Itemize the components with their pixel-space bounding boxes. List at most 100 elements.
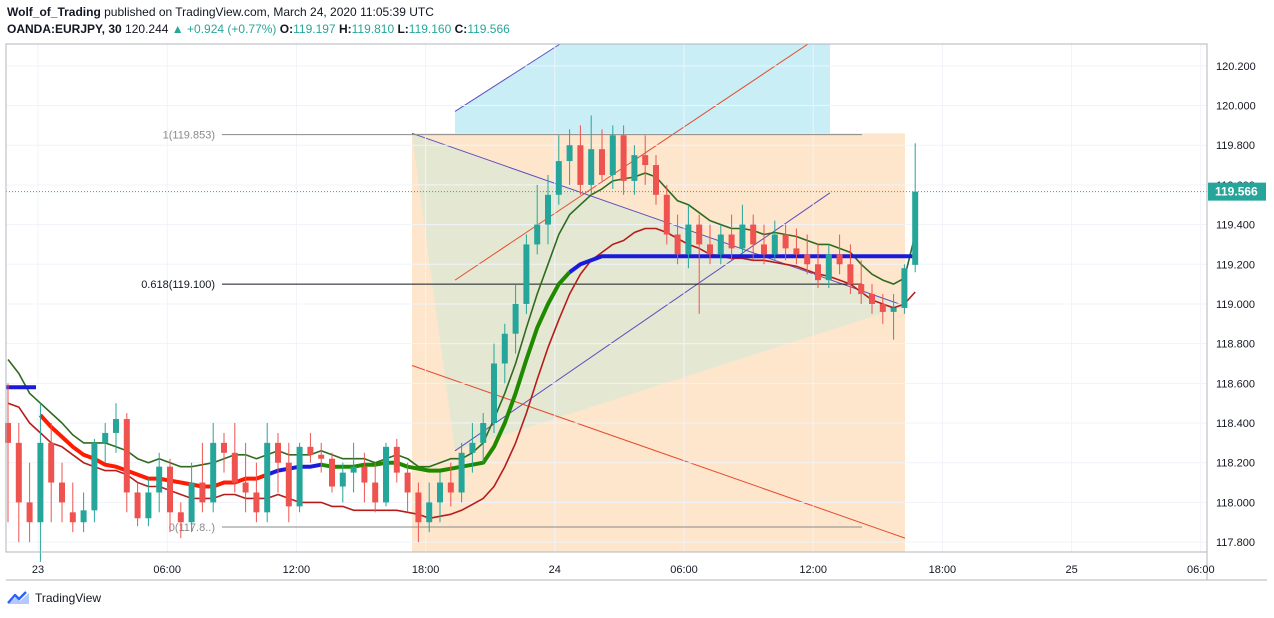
tradingview-logo-icon bbox=[7, 591, 29, 604]
candle bbox=[480, 413, 487, 463]
candle-body bbox=[318, 454, 325, 459]
candle bbox=[285, 442, 292, 523]
candle-body bbox=[102, 432, 109, 443]
change-up-icon: ▲ bbox=[171, 22, 184, 36]
candle-body bbox=[674, 234, 681, 255]
candle-body bbox=[296, 446, 303, 507]
candle-body bbox=[167, 466, 173, 513]
time-axis-tick-label: 06:00 bbox=[1187, 564, 1215, 576]
ema-thick-green-segment bbox=[320, 270, 572, 473]
author-name[interactable]: Wolf_of_Trading bbox=[7, 5, 101, 19]
candle bbox=[879, 294, 886, 324]
candle bbox=[782, 224, 789, 261]
candle-body bbox=[210, 442, 217, 503]
candle bbox=[815, 244, 821, 289]
time-axis-tick-label: 23 bbox=[32, 564, 44, 576]
descending-trendline bbox=[411, 132, 906, 307]
chart-publish-info: Wolf_of_Trading published on TradingView… bbox=[7, 5, 434, 19]
candle-body bbox=[804, 254, 811, 265]
candles-layer bbox=[5, 115, 919, 562]
candle bbox=[707, 224, 713, 265]
candle bbox=[26, 462, 33, 543]
triangle-pattern-fill bbox=[412, 133, 905, 451]
candle bbox=[296, 442, 303, 513]
candle bbox=[210, 423, 217, 513]
time-axis-tick-label: 06:00 bbox=[153, 564, 181, 576]
candle bbox=[437, 472, 443, 523]
candle bbox=[825, 244, 832, 289]
candle bbox=[393, 438, 400, 483]
last-price-badge-label: 119.566 bbox=[1215, 185, 1258, 199]
candle-body bbox=[339, 472, 346, 487]
candle bbox=[361, 452, 368, 503]
change-value: +0.924 (+0.77%) bbox=[187, 22, 277, 36]
candle-body bbox=[869, 294, 875, 304]
candle bbox=[804, 234, 811, 275]
time-axis-tick-label: 18:00 bbox=[412, 564, 440, 576]
candle bbox=[415, 482, 422, 543]
candle-body bbox=[631, 155, 638, 181]
candle bbox=[264, 423, 271, 523]
candle bbox=[523, 234, 530, 314]
candle bbox=[469, 423, 476, 473]
candle bbox=[231, 423, 238, 493]
price-axis-tick-label: 119.800 bbox=[1216, 140, 1255, 152]
candle-body bbox=[393, 446, 400, 473]
candle bbox=[501, 323, 508, 384]
candle-body bbox=[890, 307, 897, 312]
candle bbox=[156, 452, 163, 513]
candle-body bbox=[48, 442, 55, 483]
candle bbox=[717, 224, 724, 265]
candle bbox=[739, 204, 746, 255]
low-value: 119.160 bbox=[408, 22, 452, 36]
candle bbox=[426, 482, 433, 533]
candle bbox=[221, 432, 227, 473]
price-axis-tick-label: 119.000 bbox=[1216, 299, 1255, 311]
candle bbox=[534, 184, 541, 255]
candle bbox=[5, 383, 11, 523]
candle-body bbox=[707, 244, 713, 255]
tradingview-brand: TradingView bbox=[35, 591, 102, 605]
candle-body bbox=[642, 155, 649, 166]
axes-layer: 120.200120.000119.800119.600119.400119.2… bbox=[5, 43, 1267, 581]
last-price-badge[interactable]: 119.566 bbox=[1208, 182, 1266, 201]
candle-body bbox=[501, 333, 508, 364]
candle bbox=[696, 214, 703, 314]
candle-body bbox=[599, 149, 605, 175]
candle bbox=[869, 284, 875, 314]
close-value: 119.566 bbox=[467, 22, 510, 36]
open-label: O: bbox=[279, 22, 294, 36]
candle-body bbox=[404, 472, 411, 493]
candle-body bbox=[372, 482, 379, 503]
candle bbox=[566, 129, 573, 185]
time-axis-tick-label: 12:00 bbox=[283, 564, 311, 576]
candle-body bbox=[836, 254, 843, 265]
candle-body bbox=[717, 234, 724, 255]
candle bbox=[588, 115, 595, 195]
candle bbox=[653, 155, 659, 205]
candle-body bbox=[912, 191, 919, 265]
candle-body bbox=[426, 502, 433, 523]
channel-upper-line bbox=[454, 43, 561, 112]
candle-body bbox=[145, 492, 152, 519]
candle bbox=[491, 343, 497, 433]
published-text: published on TradingView.com, March 24, … bbox=[104, 5, 434, 19]
candle-body bbox=[307, 446, 314, 455]
candle-body bbox=[566, 145, 573, 162]
candle-body bbox=[761, 244, 767, 255]
candle-body bbox=[685, 224, 692, 255]
candle-body bbox=[242, 482, 249, 493]
tradingview-footer[interactable]: TradingView bbox=[7, 591, 101, 605]
candle-body bbox=[134, 492, 141, 519]
candle-body bbox=[782, 234, 789, 249]
candle-body bbox=[123, 419, 130, 493]
candle bbox=[620, 125, 627, 195]
candle-body bbox=[253, 492, 260, 513]
candle bbox=[199, 442, 206, 513]
candle bbox=[167, 458, 173, 533]
fibonacci-retracement: 1(119.853)0.618(119.100)0(117.8..) bbox=[141, 130, 862, 534]
candle-body bbox=[728, 234, 735, 249]
price-axis-tick-label: 119.200 bbox=[1216, 259, 1255, 271]
time-axis-tick-label: 24 bbox=[549, 564, 561, 576]
